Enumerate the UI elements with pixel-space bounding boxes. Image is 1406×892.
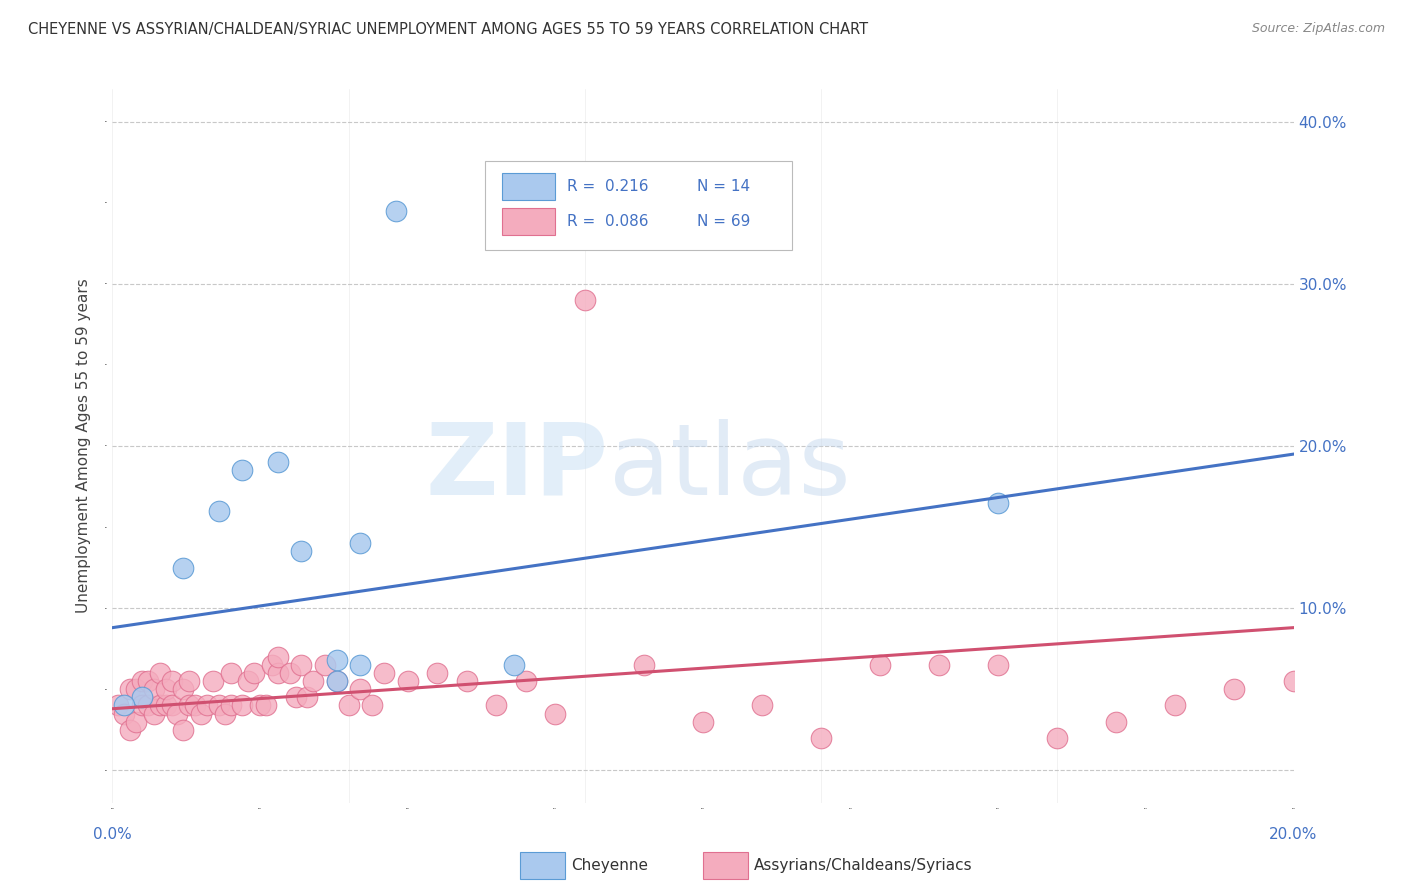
Point	[112, 706, 135, 721]
Point	[125, 682, 148, 697]
Point	[361, 698, 384, 713]
Point	[456, 674, 478, 689]
Point	[179, 698, 201, 713]
Point	[172, 560, 194, 574]
Point	[107, 698, 129, 713]
Point	[290, 657, 312, 672]
Point	[231, 698, 253, 713]
Point	[142, 706, 165, 721]
Text: R =  0.086: R = 0.086	[567, 214, 648, 229]
Point	[149, 666, 172, 681]
Point	[136, 698, 159, 713]
Point	[314, 657, 336, 672]
Point	[131, 674, 153, 689]
Text: 20.0%: 20.0%	[1270, 827, 1317, 842]
Point	[155, 682, 177, 697]
Point	[987, 657, 1010, 672]
Point	[120, 723, 142, 737]
Y-axis label: Unemployment Among Ages 55 to 59 years: Unemployment Among Ages 55 to 59 years	[76, 278, 90, 614]
Point	[219, 666, 242, 681]
Point	[574, 293, 596, 307]
Point	[426, 666, 449, 681]
Point	[184, 698, 207, 713]
Text: Source: ZipAtlas.com: Source: ZipAtlas.com	[1251, 22, 1385, 36]
Point	[125, 714, 148, 729]
Point	[326, 674, 349, 689]
Point	[260, 657, 283, 672]
Point	[201, 674, 224, 689]
Point	[160, 698, 183, 713]
Point	[142, 682, 165, 697]
Text: atlas: atlas	[609, 419, 851, 516]
FancyBboxPatch shape	[485, 161, 792, 250]
Point	[326, 653, 349, 667]
Text: N = 14: N = 14	[697, 178, 751, 194]
Point	[190, 706, 212, 721]
Point	[1046, 731, 1069, 745]
Text: 0.0%: 0.0%	[93, 827, 132, 842]
Point	[238, 674, 260, 689]
Text: N = 69: N = 69	[697, 214, 751, 229]
Point	[349, 682, 371, 697]
Point	[810, 731, 832, 745]
Point	[297, 690, 319, 705]
Point	[373, 666, 395, 681]
Point	[869, 657, 891, 672]
Point	[1282, 674, 1305, 689]
Point	[136, 674, 159, 689]
Point	[131, 698, 153, 713]
Bar	[502, 173, 555, 200]
Point	[231, 463, 253, 477]
Point	[633, 657, 655, 672]
Point	[987, 496, 1010, 510]
Point	[112, 698, 135, 713]
Point	[131, 690, 153, 705]
Point	[160, 674, 183, 689]
Point	[503, 657, 526, 672]
Point	[267, 666, 290, 681]
Point	[149, 698, 172, 713]
Point	[219, 698, 242, 713]
Point	[349, 536, 371, 550]
Point	[385, 203, 408, 218]
Point	[208, 698, 231, 713]
Point	[195, 698, 218, 713]
Point	[928, 657, 950, 672]
Point	[396, 674, 419, 689]
Point	[278, 666, 301, 681]
Text: R =  0.216: R = 0.216	[567, 178, 648, 194]
Point	[1164, 698, 1187, 713]
Point	[515, 674, 537, 689]
Point	[1223, 682, 1246, 697]
Point	[349, 657, 371, 672]
Point	[243, 666, 266, 681]
Point	[284, 690, 307, 705]
Point	[214, 706, 236, 721]
Point	[172, 723, 194, 737]
Point	[120, 682, 142, 697]
Point	[485, 698, 508, 713]
Point	[179, 674, 201, 689]
Point	[249, 698, 271, 713]
Point	[155, 698, 177, 713]
Point	[302, 674, 325, 689]
Point	[267, 455, 290, 469]
Point	[751, 698, 773, 713]
Point	[254, 698, 277, 713]
Point	[172, 682, 194, 697]
Bar	[502, 209, 555, 235]
Point	[267, 649, 290, 664]
Text: CHEYENNE VS ASSYRIAN/CHALDEAN/SYRIAC UNEMPLOYMENT AMONG AGES 55 TO 59 YEARS CORR: CHEYENNE VS ASSYRIAN/CHALDEAN/SYRIAC UNE…	[28, 22, 869, 37]
Point	[1105, 714, 1128, 729]
Point	[692, 714, 714, 729]
Point	[290, 544, 312, 558]
Text: Assyrians/Chaldeans/Syriacs: Assyrians/Chaldeans/Syriacs	[754, 858, 972, 872]
Point	[544, 706, 567, 721]
Point	[208, 504, 231, 518]
Text: Cheyenne: Cheyenne	[571, 858, 648, 872]
Point	[337, 698, 360, 713]
Point	[166, 706, 188, 721]
Text: ZIP: ZIP	[426, 419, 609, 516]
Point	[326, 674, 349, 689]
